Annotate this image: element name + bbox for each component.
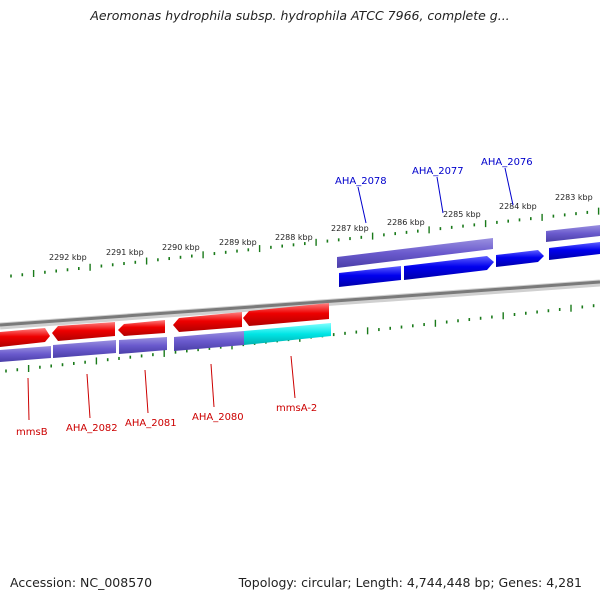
tick-label: 2287 kbp [331, 224, 369, 233]
gene-label-leader [436, 176, 444, 214]
tick-label: 2286 kbp [387, 218, 425, 227]
cds-band-reverse-highlight[interactable] [244, 323, 331, 345]
cds-band-reverse[interactable] [174, 331, 244, 351]
cds-band-reverse[interactable] [119, 337, 167, 354]
gene-arrow-reverse[interactable] [173, 312, 242, 332]
gene-label-forward[interactable]: AHA_2076 [481, 157, 533, 168]
gene-label-leader [210, 363, 215, 408]
gene-label-leader [144, 369, 149, 414]
gene-label-leader [86, 373, 91, 419]
tick-label: 2290 kbp [162, 243, 200, 252]
gene-arrow-forward[interactable] [404, 256, 494, 280]
gene-label-reverse[interactable]: AHA_2081 [125, 418, 177, 429]
tick-label: 2288 kbp [275, 233, 313, 242]
cds-band-reverse[interactable] [53, 340, 116, 358]
gene-label-reverse[interactable]: mmsA-2 [276, 403, 317, 414]
gene-arrow-forward[interactable] [339, 266, 401, 287]
gene-arrow-reverse[interactable] [52, 322, 115, 341]
gene-label-reverse[interactable]: mmsB [16, 427, 48, 438]
tick-label: 2292 kbp [49, 253, 87, 262]
gene-label-reverse[interactable]: AHA_2080 [192, 412, 244, 423]
cds-band-forward[interactable] [546, 225, 600, 242]
gene-label-leader [504, 167, 514, 206]
gene-label-forward[interactable]: AHA_2078 [335, 176, 387, 187]
cds-band-reverse[interactable] [0, 346, 51, 362]
gene-label-forward[interactable]: AHA_2077 [412, 166, 464, 177]
tick-label: 2289 kbp [219, 238, 257, 247]
cds-band-forward[interactable] [337, 238, 493, 268]
gene-label-leader [357, 186, 367, 224]
gene-label-leader [290, 355, 296, 399]
tick-label: 2284 kbp [499, 202, 537, 211]
genome-summary-text: Topology: circular; Length: 4,744,448 bp… [238, 575, 582, 590]
gene-arrow-forward[interactable] [549, 242, 600, 260]
map-title: Aeromonas hydrophila subsp. hydrophila A… [90, 8, 510, 23]
accession-text: Accession: NC_008570 [10, 575, 153, 590]
gene-arrow-reverse[interactable] [118, 320, 165, 336]
tick-label: 2291 kbp [106, 248, 144, 257]
gene-arrow-reverse[interactable] [0, 328, 50, 347]
backbone [0, 280, 600, 327]
tick-label: 2285 kbp [443, 210, 481, 219]
gene-label-reverse[interactable]: AHA_2082 [66, 423, 118, 434]
tick-label: 2283 kbp [555, 193, 593, 202]
gene-label-leader [27, 377, 30, 421]
ruler-top [10, 207, 600, 278]
gene-arrow-forward[interactable] [496, 250, 544, 267]
gene-arrow-reverse[interactable] [243, 303, 329, 326]
